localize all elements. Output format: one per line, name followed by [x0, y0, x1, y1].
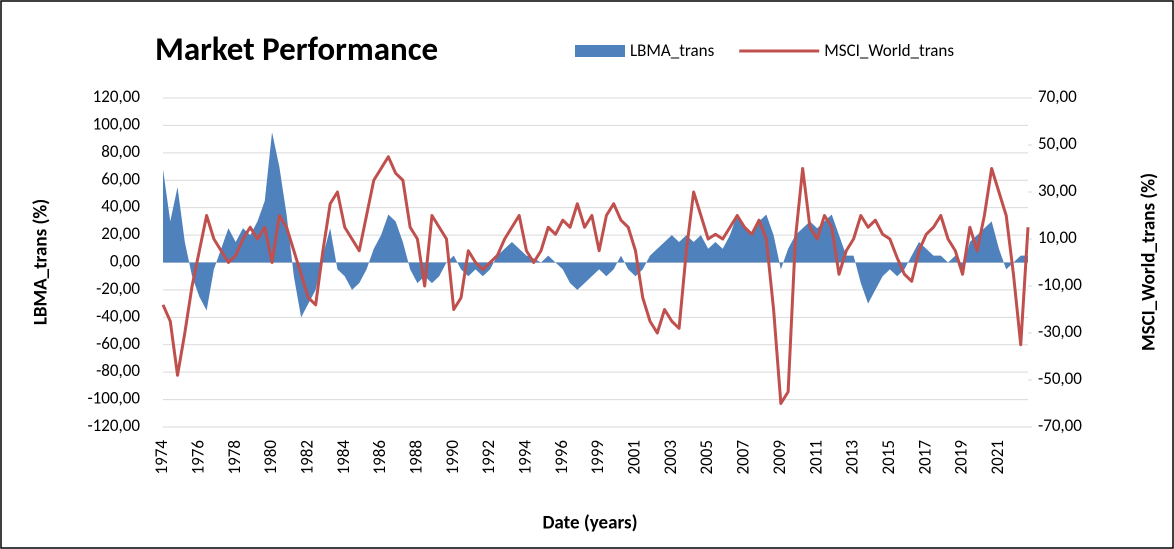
legend-swatch [575, 45, 625, 57]
y-tick-label: -40,00 [96, 305, 140, 326]
y-tick-label: 120,00 [93, 86, 141, 107]
y-tick-label: 20,00 [101, 223, 140, 244]
x-tick-label: 1978 [224, 440, 245, 474]
y2-tick-label: -10,00 [1038, 274, 1082, 295]
x-tick-label: 2011 [805, 440, 826, 474]
y-tick-label: -60,00 [96, 333, 140, 354]
x-tick-label: 1982 [296, 440, 317, 474]
y-tick-label: 0,00 [110, 251, 140, 272]
y2-tick-label: -70,00 [1038, 415, 1082, 436]
y-tick-label: -20,00 [96, 278, 140, 299]
x-tick-label: 2005 [696, 440, 717, 474]
y-tick-label: 60,00 [101, 168, 140, 189]
y2-tick-label: 70,00 [1038, 86, 1077, 107]
legend-label: MSCI_World_trans [824, 40, 954, 61]
y-tick-label: 80,00 [101, 141, 140, 162]
x-tick-label: 1976 [187, 440, 208, 475]
x-tick-label: 1990 [442, 440, 463, 475]
x-tick-label: 1986 [369, 440, 390, 475]
x-tick-label: 1974 [151, 440, 172, 475]
y-tick-label: -80,00 [96, 360, 140, 381]
y2-tick-label: -50,00 [1038, 368, 1082, 389]
x-tick-label: 2003 [660, 440, 681, 474]
y2-tick-label: 10,00 [1038, 227, 1077, 248]
x-tick-label: 1994 [515, 440, 536, 475]
y-tick-label: 100,00 [93, 113, 141, 134]
x-axis-title: Date (years) [542, 512, 637, 535]
x-tick-label: 2017 [914, 440, 935, 475]
x-tick-label: 2021 [987, 440, 1008, 474]
x-tick-label: 1984 [333, 440, 354, 475]
x-tick-label: 1992 [478, 440, 499, 474]
x-tick-label: 1988 [405, 440, 426, 474]
y-tick-label: 40,00 [101, 196, 140, 217]
x-tick-label: 1996 [551, 440, 572, 475]
x-tick-label: 2015 [878, 440, 899, 474]
x-tick-label: 2009 [769, 440, 790, 475]
x-tick-label: 1980 [260, 440, 281, 475]
y-tick-label: -100,00 [87, 388, 140, 409]
x-tick-label: 1999 [587, 440, 608, 475]
legend-label: LBMA_trans [630, 40, 715, 61]
y2-tick-label: 30,00 [1038, 180, 1077, 201]
x-tick-label: 2007 [733, 440, 754, 475]
chart-title: Market Performance [155, 29, 438, 69]
y2-tick-label: 50,00 [1038, 133, 1077, 154]
x-tick-label: 2013 [842, 440, 863, 474]
line [161, 155, 1030, 405]
x-tick-label: 2001 [624, 440, 645, 474]
y2-tick-label: -30,00 [1038, 321, 1082, 342]
y-axis-title: LBMA_trans (%) [30, 199, 53, 325]
y-tick-label: -120,00 [87, 415, 140, 436]
x-tick-label: 2019 [951, 440, 972, 475]
y2-axis-title: MSCI_World_trans (%) [1138, 173, 1161, 351]
